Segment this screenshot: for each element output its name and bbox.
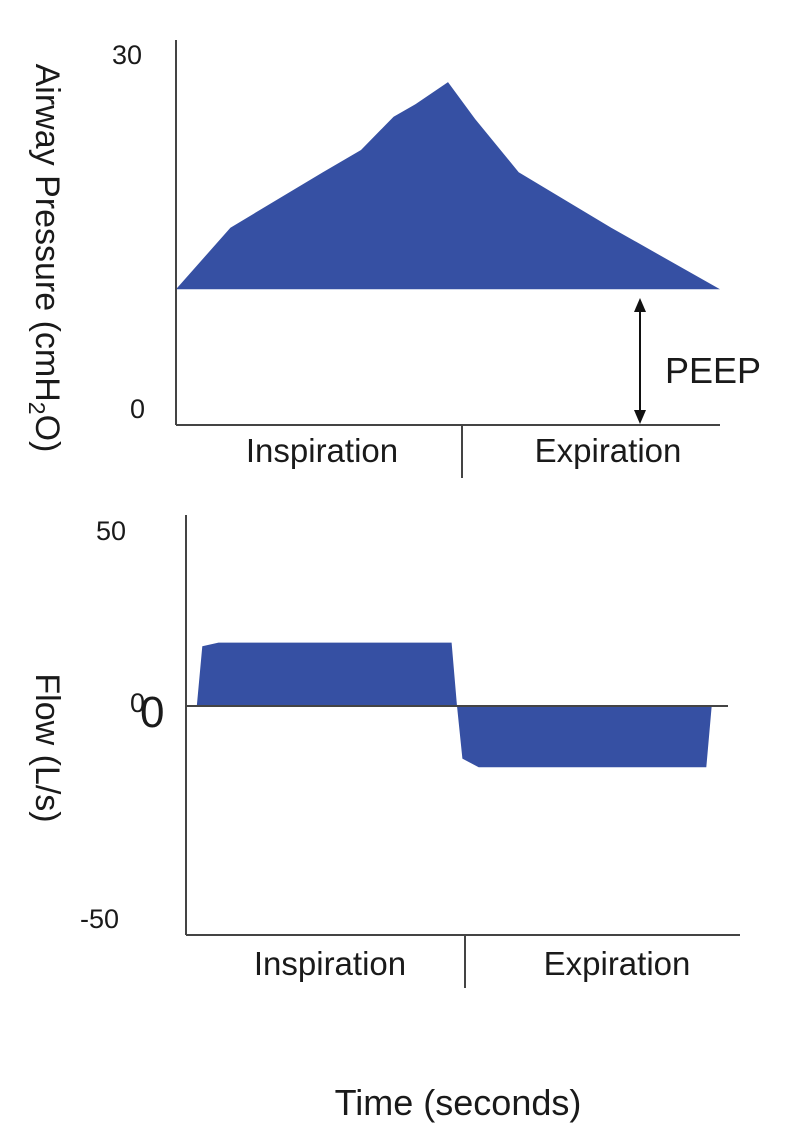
pressure-area [176,82,720,290]
pressure-ytick-30: 30 [112,40,142,70]
peep-arrow-head-bottom [634,410,646,424]
pressure-ylabel-main: Airway Pressure (cmH [28,64,66,402]
pressure-ytick-0: 0 [130,394,145,424]
pressure-phase-expiration: Expiration [535,432,682,469]
flow-zero-marker: 0 [140,688,164,737]
flow-ytick-50: 50 [96,516,126,546]
flow-phase-expiration: Expiration [544,945,691,982]
peep-arrow [634,298,646,424]
peep-arrow-head-top [634,298,646,312]
flow-ytick-0: 0 [130,688,145,718]
flow-phase-inspiration: Inspiration [254,945,406,982]
time-xlabel: Time (seconds) [335,1082,582,1123]
pressure-ylabel-tail: O) [28,415,66,453]
flow-chart: 50 0 0 -50 Inspiration Expiration Flow (… [28,515,740,1123]
peep-label: PEEP [665,350,761,391]
pressure-chart: 30 0 Inspiration Expiration PEEP Airway … [24,40,761,478]
flow-area [196,642,712,768]
pressure-ylabel-sub: 2 [24,402,50,415]
flow-ytick-neg50: -50 [80,904,119,934]
pressure-ylabel: Airway Pressure (cmH2O) [24,64,66,453]
flow-ylabel: Flow (L/s) [28,673,66,822]
pressure-phase-inspiration: Inspiration [246,432,398,469]
